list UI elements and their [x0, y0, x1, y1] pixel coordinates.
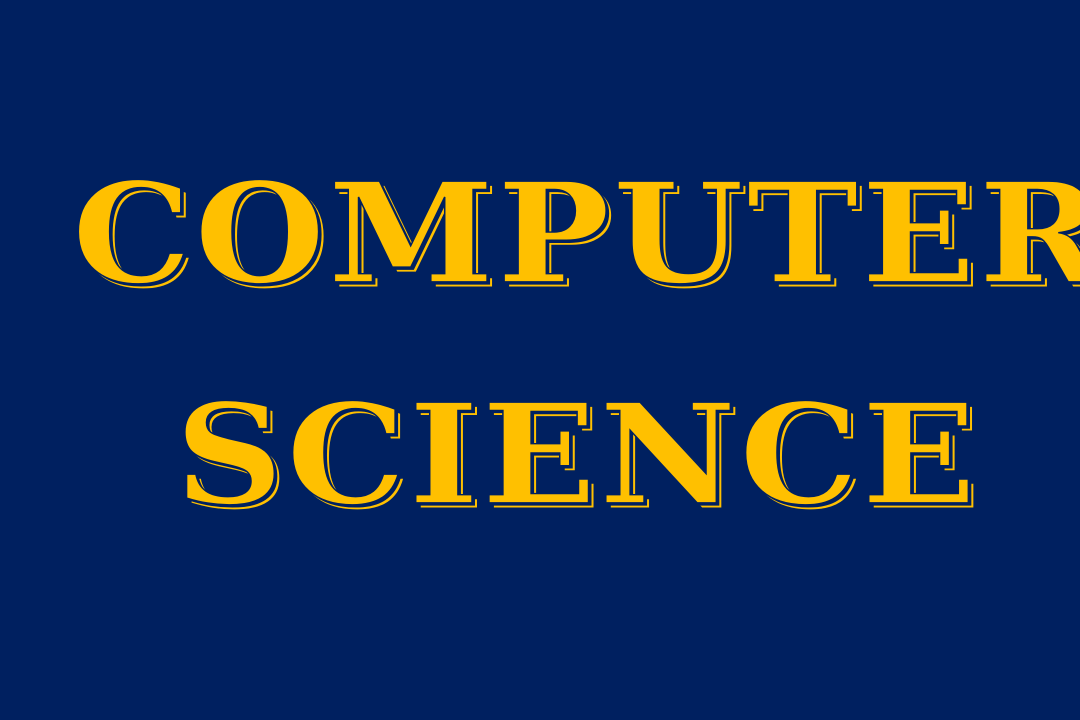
title-line-computer: COMPUTER [71, 153, 1080, 315]
title-line-science: SCIENCE [174, 374, 980, 536]
